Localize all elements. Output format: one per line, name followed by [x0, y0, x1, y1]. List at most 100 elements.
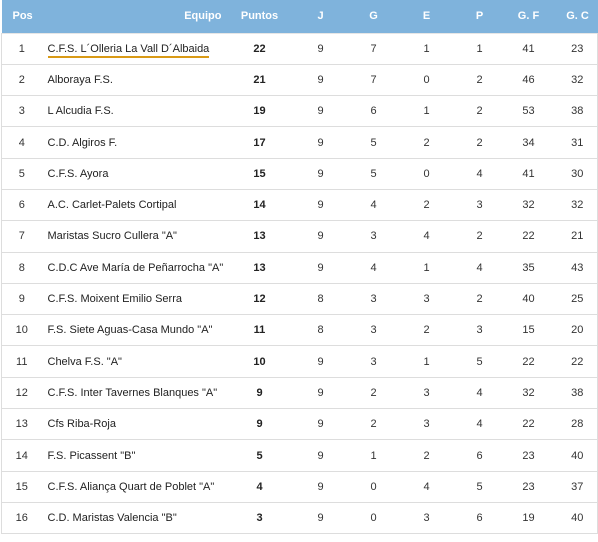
header-goals-for: G. F — [517, 10, 540, 23]
won-cell: 2 — [370, 418, 377, 431]
won-cell: 3 — [370, 230, 377, 243]
team-name-link[interactable]: C.D.C Ave María de Peñarrocha "A" — [47, 261, 224, 274]
points-cell: 14 — [253, 199, 266, 212]
team-name-link[interactable]: A.C. Carlet-Palets Cortipal — [47, 199, 177, 212]
points-cell: 11 — [253, 324, 266, 337]
played-cell: 9 — [317, 386, 324, 399]
position-cell: 4 — [1, 126, 42, 159]
goals-for-cell: 32 — [522, 386, 535, 399]
lost-cell: 3 — [476, 324, 483, 337]
table-row: 2 Alboraya F.S. 21 9 7 0 2 46 32 — [1, 64, 598, 96]
goals-against-cell: 20 — [557, 314, 598, 346]
goals-against-cell: 28 — [557, 408, 598, 440]
team-name-cell: C.D. Maristas Valencia "B" — [42, 502, 232, 533]
drawn-cell: 1 — [393, 32, 460, 65]
team-name-link[interactable]: Alboraya F.S. — [47, 73, 113, 86]
team-name-link[interactable]: C.F.S. Aliança Quart de Poblet "A" — [47, 480, 215, 493]
drawn-cell: 2 — [423, 449, 430, 462]
drawn-cell: 0 — [423, 73, 430, 86]
team-name-cell: L Alcudia F.S. — [42, 96, 232, 127]
team-name-link[interactable]: C.D. Maristas Valencia "B" — [47, 512, 177, 525]
points-cell: 13 — [253, 261, 266, 274]
table-row: 15 C.F.S. Aliança Quart de Poblet "A" 4 9 0 4… — [1, 471, 598, 503]
position-cell: 1 — [1, 32, 42, 65]
points-cell: 10 — [253, 355, 266, 368]
goals-for-cell: 19 — [522, 512, 535, 525]
lost-cell: 2 — [476, 105, 483, 118]
team-name-link[interactable]: C.F.S. Moixent Emilio Serra — [47, 293, 182, 306]
team-name-cell: C.F.S. Aliança Quart de Poblet "A" — [42, 471, 232, 502]
points-cell: 9 — [256, 418, 263, 431]
team-name-link[interactable]: C.F.S. L´Olleria La Vall D´Albaida — [47, 42, 210, 58]
team-name-cell: C.D.C Ave María de Peñarrocha "A" — [42, 252, 232, 283]
table-row: 13 Cfs Riba-Roja 9 9 2 3 4 22 28 — [1, 408, 598, 440]
played-cell: 9 — [317, 230, 324, 243]
played-cell: 9 — [317, 418, 324, 431]
team-name-link[interactable]: C.D. Algiros F. — [47, 136, 118, 149]
team-name-cell: C.F.S. Moixent Emilio Serra — [42, 283, 232, 314]
team-name-cell: F.S. Siete Aguas-Casa Mundo "A" — [42, 315, 232, 346]
table-row: 11 Chelva F.S. "A" 10 9 3 1 5 22 22 — [1, 345, 598, 378]
goals-against-cell: 38 — [557, 377, 598, 409]
table-row: 8 C.D.C Ave María de Peñarrocha "A" 13 9 4 1 4… — [1, 252, 598, 284]
team-name-cell: C.F.S. Ayora — [42, 158, 232, 189]
goals-against-cell: 43 — [557, 252, 598, 284]
team-name-cell: Maristas Sucro Cullera "A" — [42, 221, 232, 252]
table-row: 9 C.F.S. Moixent Emilio Serra 12 8 3 3 2 40 25 — [1, 283, 598, 315]
lost-cell: 5 — [476, 355, 483, 368]
team-name-link[interactable]: F.S. Siete Aguas-Casa Mundo "A" — [47, 324, 213, 337]
table-row: 16 C.D. Maristas Valencia "B" 3 9 0 3 6 19 40 — [1, 502, 598, 534]
table-row: 12 C.F.S. Inter Tavernes Blanques "A" 9 9 2 3… — [1, 377, 598, 409]
lost-cell: 5 — [476, 480, 483, 493]
drawn-cell: 4 — [423, 230, 430, 243]
team-name-link[interactable]: C.F.S. Ayora — [47, 167, 109, 180]
drawn-cell: 1 — [423, 105, 430, 118]
goals-against-cell: 22 — [557, 345, 598, 378]
won-cell: 6 — [370, 105, 377, 118]
team-name-link[interactable]: C.F.S. Inter Tavernes Blanques "A" — [47, 386, 218, 399]
table-row: 6 A.C. Carlet-Palets Cortipal 14 9 4 2 3 32 32 — [1, 189, 598, 221]
points-cell: 3 — [256, 512, 263, 525]
goals-for-cell: 15 — [522, 324, 535, 337]
played-cell: 9 — [317, 105, 324, 118]
drawn-cell: 3 — [423, 293, 430, 306]
played-cell: 9 — [317, 167, 324, 180]
table-row: 5 C.F.S. Ayora 15 9 5 0 4 41 30 — [1, 158, 598, 190]
won-cell: 3 — [370, 324, 377, 337]
header-row: Pos Equipo Puntos J G E P G. F G. C — [1, 0, 598, 33]
position-cell: 14 — [1, 439, 42, 472]
header-lost: P — [475, 10, 484, 23]
drawn-cell: 3 — [423, 418, 430, 431]
points-cell: 19 — [253, 105, 266, 118]
points-cell: 12 — [253, 293, 266, 306]
goals-for-cell: 32 — [522, 199, 535, 212]
team-name-cell: A.C. Carlet-Palets Cortipal — [42, 189, 232, 220]
team-name-link[interactable]: L Alcudia F.S. — [47, 105, 114, 118]
team-name-link[interactable]: F.S. Picassent "B" — [47, 449, 136, 462]
won-cell: 3 — [370, 355, 377, 368]
drawn-cell: 0 — [423, 167, 430, 180]
position-cell: 10 — [1, 314, 42, 346]
team-name-link[interactable]: Chelva F.S. "A" — [47, 355, 122, 368]
header-pos: Pos — [12, 10, 33, 23]
played-cell: 9 — [317, 261, 324, 274]
drawn-cell: 4 — [423, 480, 430, 493]
table-row: 3 L Alcudia F.S. 19 9 6 1 2 53 38 — [1, 95, 598, 127]
position-cell: 2 — [1, 64, 42, 96]
played-cell: 9 — [317, 199, 324, 212]
team-name-link[interactable]: Maristas Sucro Cullera "A" — [47, 230, 177, 243]
won-cell: 3 — [370, 293, 377, 306]
goals-for-cell: 41 — [499, 32, 558, 65]
goals-against-cell: 21 — [557, 220, 598, 253]
position-cell: 7 — [1, 220, 42, 253]
goals-for-cell: 23 — [522, 449, 535, 462]
goals-against-cell: 38 — [557, 95, 598, 127]
goals-against-cell: 40 — [557, 502, 598, 534]
goals-against-cell: 32 — [557, 189, 598, 221]
played-cell: 9 — [317, 355, 324, 368]
played-cell: 9 — [317, 73, 324, 86]
lost-cell: 2 — [476, 230, 483, 243]
team-name-link[interactable]: Cfs Riba-Roja — [47, 418, 116, 431]
goals-for-cell: 23 — [522, 480, 535, 493]
